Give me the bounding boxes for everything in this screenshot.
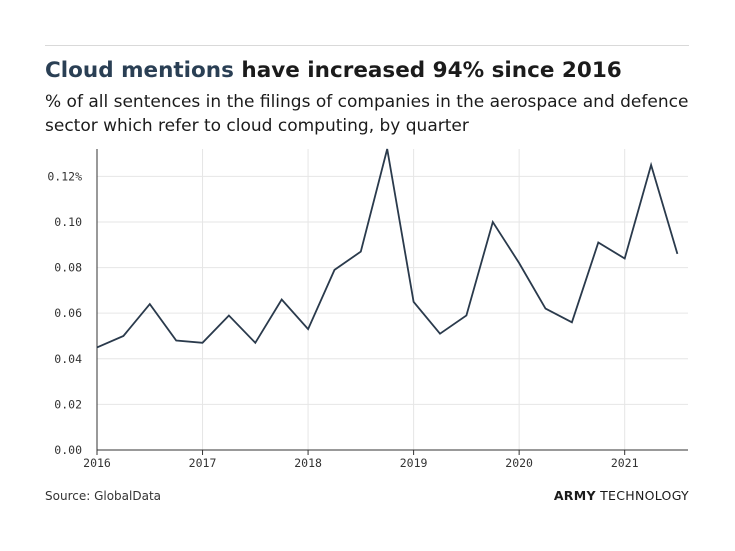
top-rule (45, 45, 689, 46)
y-tick-label: 0.00 (54, 443, 82, 457)
x-tick-label: 2017 (189, 456, 217, 470)
y-tick-label: 0.02 (54, 397, 82, 411)
y-tick-label: 0.08 (54, 261, 82, 275)
title-rest: have increased 94% since 2016 (233, 58, 622, 83)
x-tick-label: 2019 (400, 456, 428, 470)
y-tick-label: 0.06 (54, 306, 82, 320)
chart-title: Cloud mentions have increased 94% since … (45, 58, 622, 83)
y-tick-label: 0.12% (47, 169, 82, 183)
x-tick-label: 2021 (611, 456, 639, 470)
source-note: Source: GlobalData (45, 489, 162, 503)
y-tick-label: 0.10 (54, 215, 82, 229)
brand-bold: ARMY (553, 488, 596, 503)
brand-light: TECHNOLOGY (595, 488, 689, 503)
brand-logo: ARMY TECHNOLOGY (554, 488, 689, 503)
x-tick-label: 2020 (505, 456, 533, 470)
y-tick-label: 0.04 (54, 352, 82, 366)
title-highlight: Cloud mentions (45, 58, 234, 83)
x-tick-label: 2018 (294, 456, 322, 470)
x-tick-label: 2016 (83, 456, 111, 470)
series-line (96, 148, 679, 349)
chart-subtitle: % of all sentences in the filings of com… (45, 92, 689, 136)
